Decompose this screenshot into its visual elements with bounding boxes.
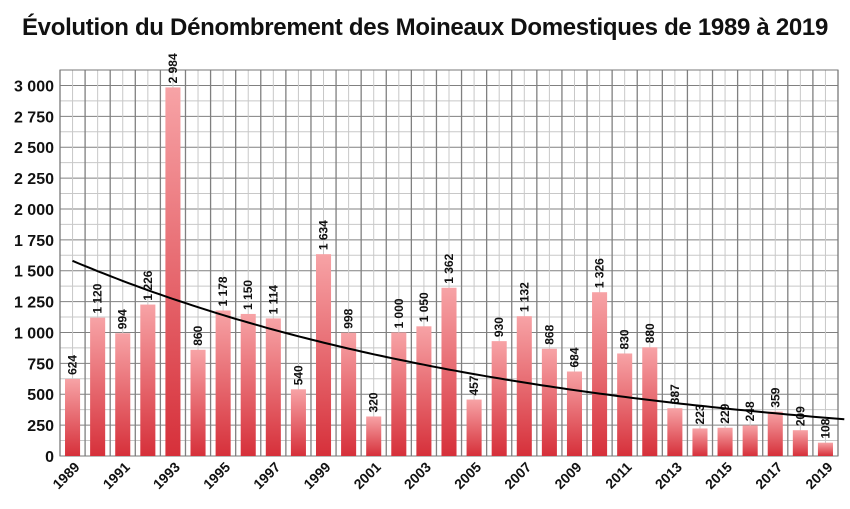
bar-2014 xyxy=(692,428,708,456)
x-tick-label: 1995 xyxy=(200,459,233,492)
bar-2006 xyxy=(491,341,507,456)
x-tick-label: 2003 xyxy=(401,459,434,492)
bar-2009 xyxy=(566,371,583,456)
x-tick-label: 2007 xyxy=(501,459,534,492)
x-tick-label: 2015 xyxy=(702,459,735,492)
y-tick-label: 2 500 xyxy=(14,140,54,157)
bar-1990 xyxy=(90,317,106,456)
bar-2007 xyxy=(516,316,532,456)
bar-2003 xyxy=(416,326,432,456)
bar-2011 xyxy=(617,353,633,456)
data-label: 1 000 xyxy=(392,298,406,328)
bar-2019 xyxy=(817,442,833,456)
x-tick-label: 2001 xyxy=(350,459,383,492)
data-label: 1 114 xyxy=(266,285,280,315)
data-label: 624 xyxy=(66,355,80,375)
x-tick-label: 1993 xyxy=(150,459,183,492)
x-tick-label: 2017 xyxy=(752,459,785,492)
data-label: 868 xyxy=(542,324,556,344)
y-tick-label: 2 000 xyxy=(14,202,54,219)
data-label: 457 xyxy=(467,375,481,395)
data-label: 994 xyxy=(116,309,130,329)
data-label: 108 xyxy=(818,418,832,438)
bar-2015 xyxy=(717,427,733,456)
x-tick-label: 2009 xyxy=(551,459,584,492)
data-label: 2 984 xyxy=(166,53,180,83)
x-tick-label: 1999 xyxy=(300,459,333,492)
bar-2016 xyxy=(742,425,758,456)
x-tick-label: 2005 xyxy=(451,459,484,492)
bar-1996 xyxy=(240,313,256,456)
data-label: 1 050 xyxy=(417,292,431,322)
y-tick-label: 750 xyxy=(27,356,54,373)
bar-1995 xyxy=(215,310,231,456)
data-label: 223 xyxy=(693,404,707,424)
bar-2008 xyxy=(541,348,557,456)
y-tick-label: 1 000 xyxy=(14,325,54,342)
bar-2012 xyxy=(642,347,658,456)
y-tick-label: 3 000 xyxy=(14,78,54,95)
chart-title: Évolution du Dénombrement des Moineaux D… xyxy=(21,14,829,41)
data-label: 1 178 xyxy=(216,276,230,306)
trendline xyxy=(72,259,845,421)
x-tick-label: 1997 xyxy=(250,459,283,492)
y-tick-label: 0 xyxy=(45,449,54,466)
y-tick-label: 2 250 xyxy=(14,171,54,188)
data-label: 998 xyxy=(342,308,356,328)
data-label: 1 150 xyxy=(241,280,255,310)
data-label: 320 xyxy=(367,392,381,412)
y-tick-label: 2 750 xyxy=(14,109,54,126)
bar-1991 xyxy=(115,333,131,456)
data-label: 860 xyxy=(191,325,205,345)
x-tick-label: 1991 xyxy=(100,459,133,492)
bar-2013 xyxy=(667,408,683,456)
y-tick-label: 1 500 xyxy=(14,264,54,281)
y-tick-label: 1 250 xyxy=(14,295,54,312)
bar-1997 xyxy=(265,318,281,456)
bar-1992 xyxy=(140,304,156,456)
bar-2005 xyxy=(466,399,482,456)
x-tick-label: 2013 xyxy=(652,459,685,492)
data-label: 830 xyxy=(618,329,632,349)
data-label: 1 226 xyxy=(141,270,155,300)
data-label: 1 132 xyxy=(517,282,531,312)
data-label: 229 xyxy=(718,403,732,423)
bar-2000 xyxy=(341,332,357,456)
bar-1989 xyxy=(65,378,81,456)
bar-1998 xyxy=(290,389,306,456)
bar-2001 xyxy=(366,416,382,456)
data-label: 1 362 xyxy=(442,253,456,283)
x-tick-label: 2019 xyxy=(802,459,835,492)
y-tick-label: 250 xyxy=(27,418,54,435)
bar-1993 xyxy=(165,87,181,456)
data-label: 1 120 xyxy=(91,283,105,313)
bar-2018 xyxy=(792,430,808,456)
bar-1999 xyxy=(315,254,332,456)
x-tick-label: 2011 xyxy=(602,459,635,492)
data-label: 930 xyxy=(492,317,506,337)
bar-2002 xyxy=(391,332,407,456)
data-label: 1 326 xyxy=(593,258,607,288)
y-tick-label: 500 xyxy=(27,387,54,404)
bar-2010 xyxy=(592,292,608,456)
x-tick-label: 1989 xyxy=(49,459,82,492)
bar-2004 xyxy=(441,287,457,456)
data-label: 880 xyxy=(643,323,657,343)
data-label: 359 xyxy=(768,387,782,407)
data-label: 1 634 xyxy=(317,220,331,250)
bar-1994 xyxy=(190,349,206,456)
data-label: 540 xyxy=(291,365,305,385)
data-label: 387 xyxy=(668,384,682,404)
bar-2017 xyxy=(767,411,783,456)
y-tick-label: 1 750 xyxy=(14,233,54,250)
data-label: 684 xyxy=(567,347,581,367)
